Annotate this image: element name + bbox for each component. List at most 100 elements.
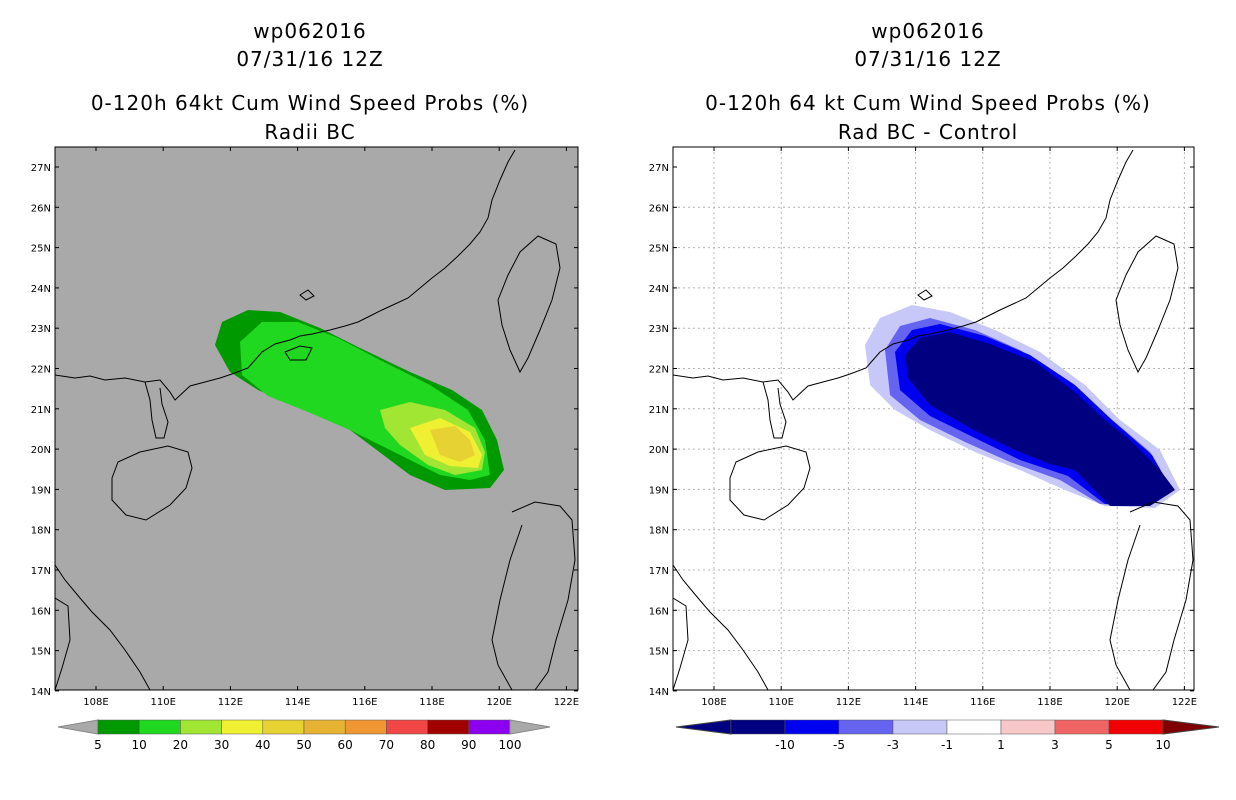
right-difference-contours [865,305,1180,508]
vietnam-coast [55,564,151,690]
colorbar-label: 70 [379,738,394,752]
lat-label: 24N [31,284,51,295]
lon-label: 120E [486,697,511,708]
colorbar-swatch [180,719,222,735]
right-lon-axis: 108E 110E 112E 114E 116E 118E 120E 122E [701,147,1197,708]
left-lon-axis: 108E 110E 112E 114E 116E 118E 120E 122E [83,147,579,708]
lon-label: 122E [1172,697,1197,708]
lon-label: 110E [150,697,175,708]
colorbar-swatch [386,719,428,735]
lon-label: 110E [768,697,793,708]
right-coastlines [673,149,1194,690]
prob-contour-40 [430,426,475,462]
right-storm-id: wp062016 [871,19,985,43]
right-map: 27N 26N 25N 24N 23N 22N 21N 20N 19N 18N 17N 16N 15N 1… [649,146,1197,708]
gulf-tonkin-shore [55,597,71,690]
colorbar-label: 3 [1051,738,1059,752]
lon-label: 112E [218,697,243,708]
colorbar-label: -3 [887,738,899,752]
colorbar-swatch [730,719,786,735]
lat-label: 16N [649,606,669,617]
colorbar-swatch [221,719,264,735]
lat-label: 18N [31,526,51,537]
luzon-coast [1109,501,1194,690]
lat-label: 26N [31,203,51,214]
colorbar-swatch [1108,719,1164,735]
leizhou-peninsula [144,381,169,439]
lat-label: 15N [649,647,669,658]
left-title: 0-120h 64kt Cum Wind Speed Probs (%) [90,91,530,115]
lat-label: 17N [649,566,669,577]
colorbar-label: 10 [1155,738,1170,752]
lat-label: 14N [31,687,51,698]
taiwan-island [497,235,561,374]
lat-label: 24N [649,284,669,295]
lat-label: 22N [31,365,51,376]
colorbar-label: 10 [132,738,147,752]
colorbar-swatch [138,719,181,735]
lat-label: 21N [31,405,51,416]
colorbar-label: 5 [1105,738,1113,752]
lat-label: 20N [649,445,669,456]
lat-label: 15N [31,647,51,658]
lon-label: 118E [1037,697,1062,708]
left-storm-id: wp062016 [253,19,367,43]
lat-label: 27N [31,163,51,174]
lon-label: 120E [1104,697,1129,708]
colorbar-label: 50 [296,738,311,752]
colorbar-swatch [427,719,470,735]
colorbar-swatch [303,719,346,735]
lon-label: 122E [554,697,579,708]
lon-label: 112E [836,697,861,708]
left-datetime: 07/31/16 12Z [236,47,384,71]
lon-label: 108E [701,697,726,708]
lat-label: 27N [649,163,669,174]
lat-label: 25N [649,244,669,255]
small-island [917,289,933,301]
right-colorbar: -10 -5 -3 -1 1 3 5 10 [675,719,1220,752]
diff-contour-dark [905,332,1175,506]
colorbar-label: -1 [941,738,953,752]
lat-label: 16N [31,606,51,617]
colorbar-swatch [1054,719,1110,735]
lat-label: 26N [649,203,669,214]
colorbar-swatch [838,719,894,735]
left-map-background [55,147,578,690]
colorbar-label: -5 [833,738,845,752]
china-coast [673,149,1134,401]
colorbar-high-arrow [509,719,551,735]
left-subtitle: Radii BC [264,120,356,144]
lon-label: 108E [83,697,108,708]
left-map-frame [54,146,579,691]
colorbar-label: 100 [499,738,522,752]
colorbar-high-arrow [1162,719,1220,735]
luzon-coast [491,501,576,690]
left-lat-axis: 27N 26N 25N 24N 23N 22N 21N 20N 19N 18N 17N 16N 15N 1… [31,163,578,698]
lat-label: 14N [649,687,669,698]
colorbar-swatch [1000,719,1056,735]
colorbar-label: 1 [997,738,1005,752]
colorbar-swatch [784,719,840,735]
colorbar-swatch [946,719,1002,735]
lat-label: 21N [649,405,669,416]
colorbar-low-arrow [57,719,99,735]
right-map-frame [672,146,1195,691]
left-colorbar: 5 10 20 30 40 50 60 70 80 90 100 [57,719,551,752]
colorbar-label: 20 [173,738,188,752]
lon-label: 114E [903,697,928,708]
lat-label: 22N [649,365,669,376]
colorbar-label: -10 [775,738,795,752]
lat-label: 19N [31,485,51,496]
lon-label: 114E [285,697,310,708]
colorbar-swatch [262,719,305,735]
colorbar-label: 60 [338,738,353,752]
lat-label: 25N [31,244,51,255]
right-title: 0-120h 64 kt Cum Wind Speed Probs (%) [705,91,1151,115]
colorbar-label: 90 [461,738,476,752]
colorbar-label: 5 [94,738,102,752]
lat-label: 18N [649,526,669,537]
colorbar-low-arrow [675,719,732,735]
lat-label: 23N [649,324,669,335]
colorbar-label: 80 [420,738,435,752]
